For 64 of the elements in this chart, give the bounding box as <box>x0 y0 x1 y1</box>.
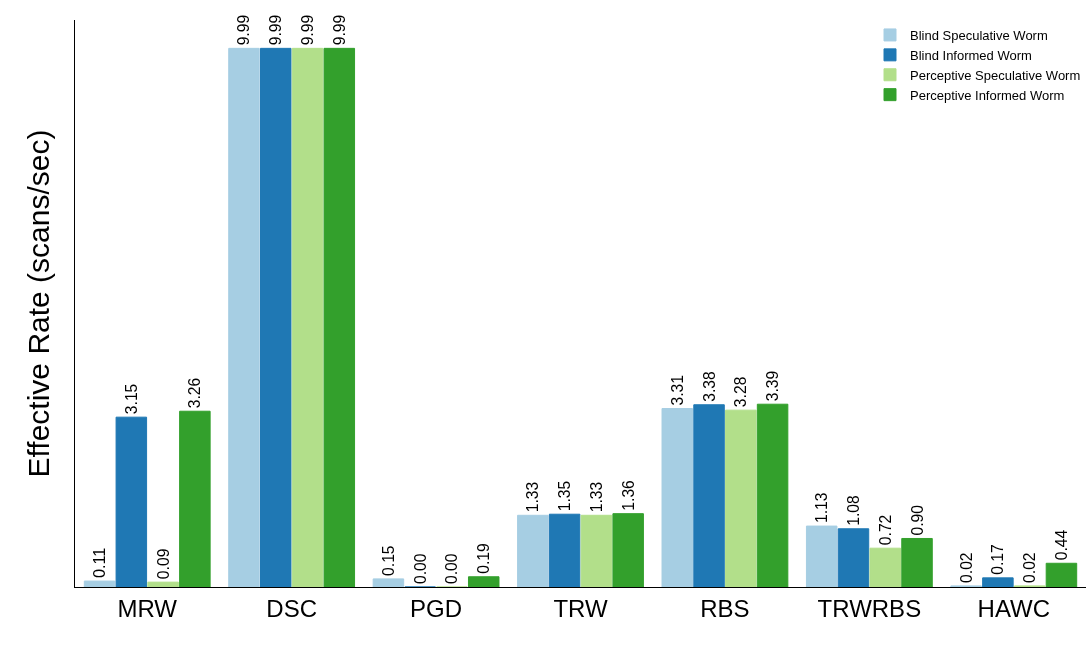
data-label: 1.33 <box>524 481 542 513</box>
data-label: 9.99 <box>299 14 317 46</box>
data-label: 0.44 <box>1052 529 1070 561</box>
y-axis-title: Effective Rate (scans/sec) <box>22 129 55 478</box>
bar <box>147 581 179 587</box>
data-label: 1.35 <box>556 480 574 512</box>
x-tick-label: TRW <box>553 594 608 622</box>
data-label: 3.28 <box>732 376 750 408</box>
data-label: 0.02 <box>957 552 975 583</box>
bar <box>869 547 901 587</box>
data-label: 0.19 <box>475 543 493 574</box>
bar <box>260 47 292 587</box>
bar <box>725 409 757 587</box>
bar <box>467 576 500 587</box>
bar <box>179 410 211 587</box>
data-label: 0.72 <box>876 514 894 546</box>
x-tick-label: HAWC <box>977 594 1051 622</box>
bar <box>1045 562 1078 587</box>
bar <box>756 403 789 587</box>
data-label: 1.08 <box>844 495 862 526</box>
data-label: 3.31 <box>668 375 686 406</box>
legend-label: Blind Informed Worm <box>910 47 1032 63</box>
data-label: 0.15 <box>379 545 397 576</box>
legend-label: Perceptive Speculative Worm <box>910 67 1081 83</box>
data-label: 1.13 <box>813 492 831 524</box>
x-tick-label: TRWRBS <box>817 594 922 622</box>
data-label: 9.99 <box>235 14 253 46</box>
data-label: 9.99 <box>267 14 285 46</box>
bar <box>612 513 644 587</box>
bar <box>115 416 148 587</box>
data-label: 0.90 <box>908 504 926 536</box>
bar <box>372 578 405 587</box>
bar <box>291 47 324 587</box>
x-tick-label: DSC <box>266 594 317 622</box>
data-label: 0.17 <box>989 544 1007 575</box>
bar <box>693 404 725 587</box>
x-tick-label: MRW <box>117 594 178 622</box>
data-label: 0.09 <box>154 548 172 580</box>
data-label: 3.39 <box>764 370 782 402</box>
data-label: 0.00 <box>411 553 429 584</box>
x-tick-label: RBS <box>700 594 750 622</box>
bar <box>548 513 581 587</box>
data-label: 0.00 <box>443 553 461 584</box>
data-label: 1.36 <box>619 479 637 511</box>
bar <box>837 528 870 587</box>
bar <box>982 577 1014 587</box>
bar <box>83 580 116 587</box>
data-label: 0.02 <box>1021 552 1039 583</box>
bar <box>805 525 838 587</box>
data-label: 9.99 <box>330 14 348 46</box>
bar <box>901 537 933 587</box>
x-tick-label: PGD <box>410 594 463 622</box>
bar <box>323 47 356 587</box>
bar <box>580 514 613 587</box>
data-label: 3.38 <box>700 370 718 402</box>
bar <box>661 408 694 587</box>
bar <box>228 47 260 587</box>
legend-label: Blind Speculative Worm <box>910 28 1048 44</box>
data-label: 0.11 <box>90 547 109 579</box>
data-label: 1.33 <box>587 481 605 513</box>
data-label: 3.26 <box>186 377 204 409</box>
legend-label: Perceptive Informed Worm <box>910 87 1065 103</box>
data-label: 3.15 <box>122 383 140 415</box>
bar <box>517 514 549 587</box>
